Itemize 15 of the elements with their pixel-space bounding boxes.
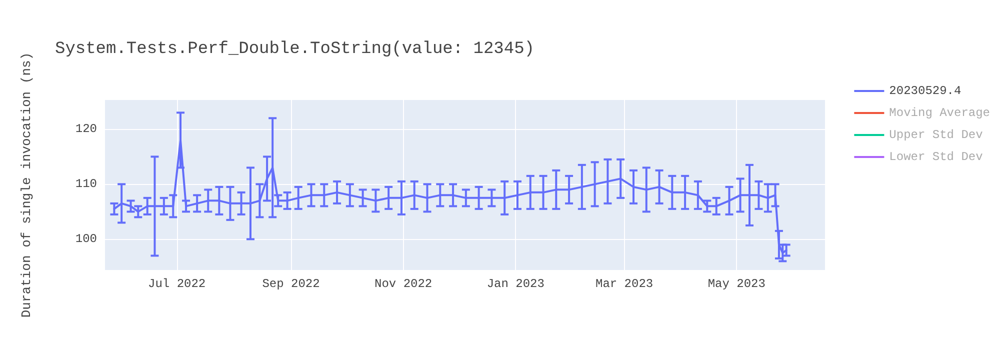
y-tick-label: 110	[75, 177, 97, 192]
x-tick-label: May 2023	[708, 277, 766, 291]
x-tick-label: Sep 2022	[262, 277, 320, 291]
legend-label: 20230529.4	[889, 84, 962, 98]
chart-title: System.Tests.Perf_Double.ToString(value: 12345)	[55, 40, 534, 59]
y-tick-label: 120	[75, 122, 97, 136]
legend-label: Moving Average	[889, 106, 990, 120]
legend-label: Lower Std Dev	[889, 150, 983, 164]
y-axis-title: Duration of single invocation (ns)	[19, 52, 34, 318]
x-tick-label: Mar 2023	[595, 277, 654, 291]
x-tick-label: Jan 2023	[486, 277, 544, 291]
y-tick-label: 100	[75, 232, 97, 246]
x-tick-label: Jul 2022	[148, 277, 206, 291]
legend-label: Upper Std Dev	[889, 128, 983, 142]
x-tick-label: Nov 2022	[374, 277, 432, 291]
